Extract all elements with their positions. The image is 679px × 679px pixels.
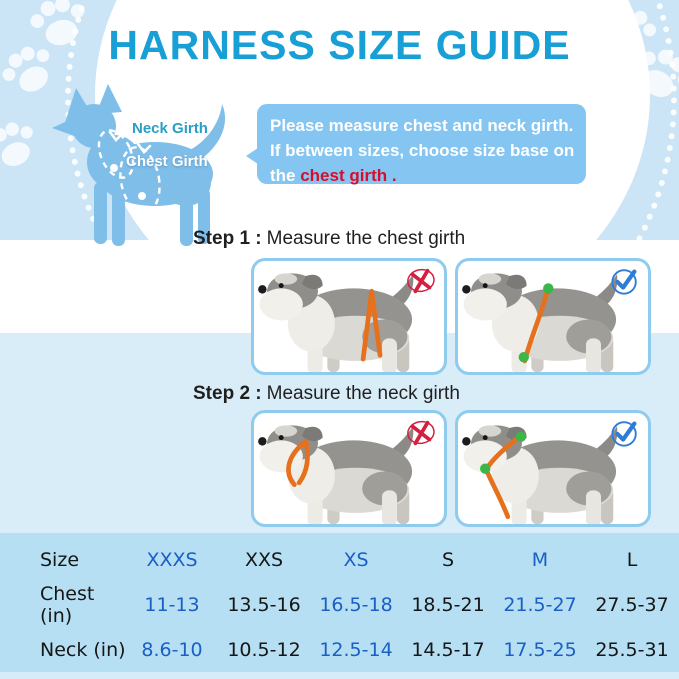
chest-arrow-icon bbox=[136, 142, 152, 154]
decorative-dotted-arc-clip bbox=[0, 0, 679, 332]
neck-value: 25.5-31 bbox=[595, 638, 669, 661]
checkmark-icon bbox=[610, 418, 640, 448]
measure-point-dot bbox=[480, 463, 491, 474]
chest-value: 21.5-27 bbox=[503, 593, 577, 616]
photo-step1-wrong bbox=[251, 258, 447, 375]
chest-value: 16.5-18 bbox=[319, 593, 393, 616]
plush-dog-photo bbox=[458, 263, 648, 375]
size-table: Size XXXS XXS XS S M L Chest (in) 11-13 … bbox=[22, 537, 678, 672]
measure-instruction-bubble: Please measure chest and neck girth. If … bbox=[246, 104, 586, 185]
size-column-header: M bbox=[531, 548, 549, 571]
x-mark-icon bbox=[406, 266, 436, 296]
step-2-heading: Step 2 : Measure the neck girth bbox=[193, 383, 460, 405]
page-title: HARNESS SIZE GUIDE bbox=[108, 22, 571, 68]
x-mark-icon bbox=[406, 418, 436, 448]
size-column-header: S bbox=[441, 548, 455, 571]
step-1-label: Step 1 : bbox=[193, 228, 262, 249]
photo-step2-correct bbox=[455, 410, 651, 527]
size-column-header: XS bbox=[343, 548, 369, 571]
plush-dog-photo bbox=[254, 263, 444, 375]
chest-value: 11-13 bbox=[144, 593, 200, 616]
neck-value: 17.5-25 bbox=[503, 638, 577, 661]
chest-value: 18.5-21 bbox=[411, 593, 485, 616]
neck-value: 14.5-17 bbox=[411, 638, 485, 661]
chest-girth-label: Chest Girth bbox=[126, 153, 208, 170]
chest-value: 27.5-37 bbox=[595, 593, 669, 616]
bubble-line-2: If between sizes, choose size base on bbox=[270, 141, 575, 160]
step-1-text: Measure the chest girth bbox=[266, 228, 466, 249]
photo-step2-wrong bbox=[251, 410, 447, 527]
neck-girth-dashed-ellipse bbox=[97, 129, 135, 179]
plush-dog-photo bbox=[254, 415, 444, 527]
neck-value: 8.6-10 bbox=[141, 638, 203, 661]
photo-step1-correct bbox=[455, 258, 651, 375]
bubble-line-1: Please measure chest and neck girth. bbox=[270, 116, 574, 135]
bubble-line-3: the bbox=[270, 166, 296, 185]
dog-silhouette-illustration bbox=[52, 84, 226, 246]
neck-arrow-icon bbox=[108, 130, 124, 142]
size-table-header-label: Size bbox=[40, 548, 80, 571]
size-column-header: L bbox=[626, 548, 638, 571]
measuring-tape-wrong-position bbox=[286, 439, 310, 488]
step-1-heading: Step 1 : Measure the chest girth bbox=[193, 228, 465, 250]
size-column-header: XXS bbox=[244, 548, 284, 571]
neck-row-label: Neck (in) bbox=[40, 638, 126, 661]
step-2-text: Measure the neck girth bbox=[266, 383, 460, 404]
step-2-label: Step 2 : bbox=[193, 383, 262, 404]
chest-girth-dashed-ellipse bbox=[119, 146, 161, 214]
size-column-header: XXXS bbox=[146, 548, 198, 571]
neck-girth-label: Neck Girth bbox=[132, 120, 208, 137]
measure-point-dot bbox=[515, 431, 527, 442]
bubble-chest-girth-highlight: chest girth . bbox=[295, 166, 397, 185]
measure-point-dot bbox=[518, 351, 529, 363]
background-table-band bbox=[0, 533, 679, 672]
chest-value: 13.5-16 bbox=[227, 593, 301, 616]
background-bottom-strip bbox=[0, 672, 679, 679]
plush-dog-photo bbox=[458, 415, 648, 527]
neck-value: 12.5-14 bbox=[319, 638, 393, 661]
chest-row-label: Chest (in) bbox=[40, 582, 95, 627]
measure-point-dot bbox=[543, 283, 554, 294]
measuring-tape-wrong-position bbox=[360, 288, 383, 362]
checkmark-icon bbox=[610, 266, 640, 296]
neck-value: 10.5-12 bbox=[227, 638, 301, 661]
